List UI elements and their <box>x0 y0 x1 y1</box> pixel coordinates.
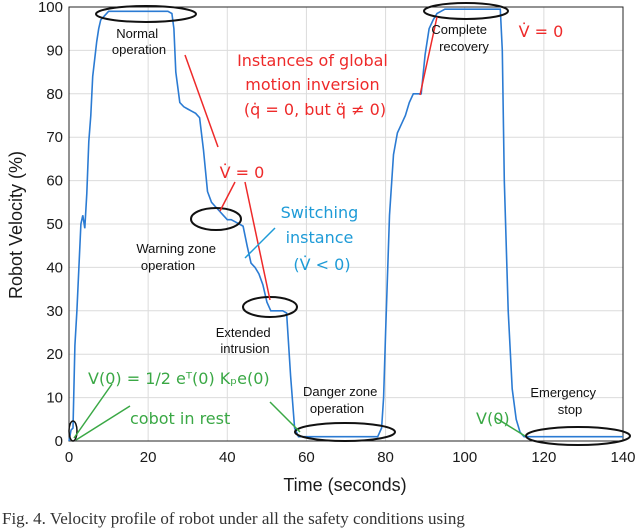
inversion-pointer-line-3 <box>244 181 271 301</box>
normal-operation-ellipse <box>95 5 197 23</box>
x-tick-label: 120 <box>531 449 556 466</box>
y-axis-label: Robot Velocity (%) <box>6 151 26 299</box>
vdot-zero-top-label: V̇ = 0 <box>519 22 564 41</box>
global-motion-inversion-label: Instances of global motion inversion (q̇… <box>237 51 393 119</box>
rest-pointer-line <box>75 405 131 441</box>
v0-formula-label: V(0) = 1/2 eᵀ(0) Kₚe(0) <box>88 369 270 388</box>
emergency-stop-ellipse <box>525 426 631 446</box>
danger-zone-label: Danger zone operation <box>303 384 381 416</box>
x-tick-label: 20 <box>140 449 157 466</box>
x-tick-label: 100 <box>452 449 477 466</box>
x-axis-label: Time (seconds) <box>283 475 406 495</box>
cobot-rest-label: cobot in rest <box>130 409 230 428</box>
emergency-stop-label: Emergency stop <box>530 385 599 417</box>
y-tick-labels: 0 10 20 30 40 50 60 70 80 90 100 <box>38 0 63 450</box>
y-tick-label: 30 <box>46 303 63 320</box>
y-tick-label: 60 <box>46 173 63 190</box>
inversion-pointer-line-4 <box>419 16 438 96</box>
cobot-rest-pointer-line <box>269 401 301 433</box>
x-tick-label: 40 <box>219 449 236 466</box>
danger-zone-ellipse <box>294 422 396 442</box>
switching-pointer-line <box>244 227 276 259</box>
y-tick-label: 50 <box>46 216 63 233</box>
v0-right-label: V(0) <box>476 409 510 428</box>
y-tick-label: 80 <box>46 86 63 103</box>
warning-zone-ellipse <box>190 207 242 231</box>
velocity-series-line <box>68 8 623 442</box>
grid-lines <box>68 6 624 442</box>
y-tick-label: 40 <box>46 259 63 276</box>
normal-operation-label: Normal operation <box>112 26 166 57</box>
extended-intrusion-label: Extended intrusion <box>216 325 275 356</box>
warning-zone-label: Warning zone operation <box>136 241 219 273</box>
y-tick-label: 100 <box>38 0 63 16</box>
y-tick-label: 70 <box>46 129 63 146</box>
y-tick-label: 10 <box>46 390 63 407</box>
y-tick-label: 20 <box>46 346 63 363</box>
rest-ellipse <box>68 420 78 442</box>
switching-instance-label: Switching instance (V̇ < 0) <box>281 203 364 274</box>
x-tick-labels: 0 20 40 60 80 100 120 140 <box>65 449 636 466</box>
figure-caption: Fig. 4. Velocity profile of robot under … <box>2 509 465 528</box>
y-tick-label: 0 <box>55 433 63 450</box>
v0-right-pointer-line <box>495 417 526 437</box>
inversion-pointer-line-1 <box>184 54 219 148</box>
x-tick-label: 140 <box>610 449 635 466</box>
x-tick-label: 80 <box>377 449 394 466</box>
inversion-pointer-line-2 <box>219 181 236 212</box>
v0-pointer-line <box>73 383 113 439</box>
x-tick-label: 60 <box>298 449 315 466</box>
x-tick-label: 0 <box>65 449 73 466</box>
vdot-zero-mid-label: V̇ = 0 <box>220 163 265 182</box>
complete-recovery-ellipse <box>423 2 509 20</box>
y-tick-label: 90 <box>46 42 63 59</box>
complete-recovery-label: Complete recovery <box>431 22 490 54</box>
